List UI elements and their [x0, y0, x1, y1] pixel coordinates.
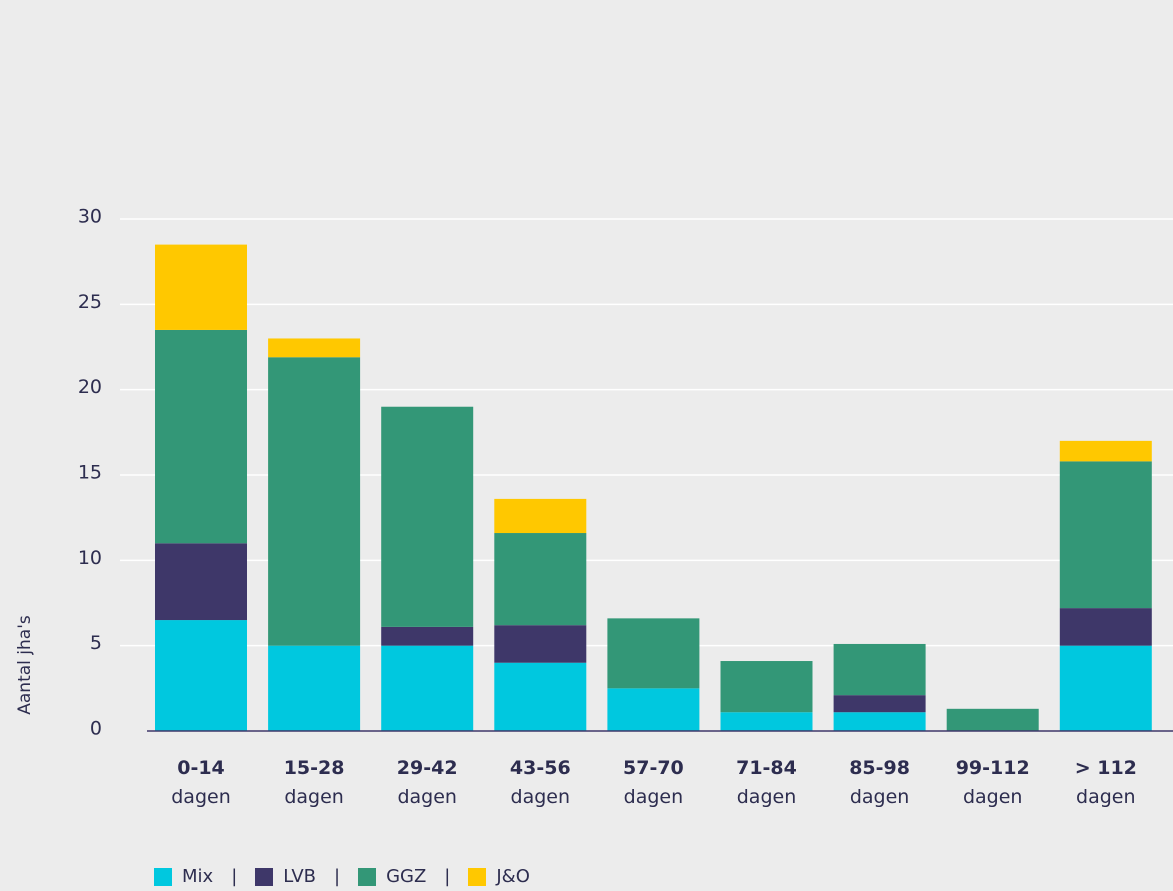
bar-segment-ggz [494, 533, 587, 626]
x-tick-label: 29-42 [397, 757, 458, 779]
x-tick-label: 0-14 [177, 757, 225, 779]
x-tick-label: 57-70 [623, 757, 684, 779]
x-tick-label: 43-56 [510, 757, 571, 779]
x-tick-sublabel: dagen [737, 786, 797, 808]
legend: Mix | LVB | GGZ | J&O [154, 866, 530, 887]
y-tick-label: 20 [78, 376, 102, 398]
bar-segment-lvb [494, 625, 587, 663]
y-tick-label: 15 [78, 462, 102, 484]
x-tick-label: 99-112 [956, 757, 1030, 779]
legend-label: LVB [283, 866, 316, 887]
y-axis-label: Aantal jha's [15, 615, 35, 715]
x-tick-sublabel: dagen [171, 786, 231, 808]
x-tick-label: 15-28 [284, 757, 345, 779]
y-tick-label: 30 [78, 206, 102, 228]
x-tick-sublabel: dagen [850, 786, 910, 808]
legend-label: J&O [496, 866, 530, 887]
bar-segment-ggz [155, 329, 247, 544]
legend-separator: | [333, 866, 341, 887]
bar-segment-lvb [1059, 608, 1152, 646]
y-tick-label: 25 [78, 291, 102, 313]
bar-segment-mix [607, 688, 700, 731]
bar-segment-mix [1059, 645, 1152, 731]
bar-segment-ggz [1059, 461, 1152, 609]
x-axis-ticks: 0-14 dagen 15-28 dagen 29-42 dagen 43-56 dagen 5… [171, 757, 1137, 808]
bar-segment-ggz [268, 357, 361, 646]
bar-segment-jo [155, 244, 247, 330]
legend-swatch [255, 867, 274, 886]
x-tick-sublabel: dagen [284, 786, 344, 808]
bar-segment-mix [494, 662, 587, 731]
x-tick-sublabel: dagen [1076, 786, 1136, 808]
legend-swatch [468, 867, 487, 886]
y-tick-label: 0 [90, 718, 102, 740]
bar-segment-ggz [607, 618, 700, 689]
bar-segment-ggz [381, 406, 474, 627]
bar-segment-ggz [946, 708, 1039, 731]
bar-segment-mix [155, 620, 247, 731]
bar-segment-lvb [381, 626, 474, 646]
y-tick-label: 10 [78, 547, 102, 569]
y-axis-ticks: 0 5 10 15 20 25 30 [78, 206, 102, 740]
legend-item: GGZ [358, 866, 426, 887]
legend-swatch [358, 867, 377, 886]
legend-label: GGZ [386, 866, 427, 887]
legend-separator: | [444, 866, 451, 887]
legend-item: Mix [154, 866, 213, 887]
x-tick-label: > 112 [1075, 757, 1137, 779]
x-tick-sublabel: dagen [624, 786, 684, 808]
legend-label: Mix [182, 866, 214, 887]
bar-segment-lvb [833, 695, 926, 713]
legend-item: LVB [255, 866, 316, 887]
legend-item: J&O [468, 866, 530, 887]
bar-segment-jo [1059, 440, 1152, 462]
x-tick-sublabel: dagen [397, 786, 457, 808]
x-tick-sublabel: dagen [963, 786, 1023, 808]
x-tick-label: 85-98 [849, 757, 910, 779]
bar-segment-jo [494, 498, 587, 534]
bars [155, 244, 1152, 731]
bar-segment-ggz [833, 643, 926, 696]
bar-segment-ggz [720, 661, 813, 713]
legend-separator: | [231, 866, 238, 887]
y-tick-label: 5 [90, 632, 102, 654]
x-tick-sublabel: dagen [511, 786, 571, 808]
bar-segment-mix [720, 712, 813, 731]
bar-segment-mix [833, 712, 926, 731]
x-tick-label: 71-84 [736, 757, 797, 779]
bar-segment-mix [268, 645, 361, 731]
bar-segment-lvb [155, 543, 247, 621]
bar-segment-mix [381, 645, 474, 731]
legend-swatch [154, 867, 172, 886]
bar-segment-jo [268, 338, 361, 358]
